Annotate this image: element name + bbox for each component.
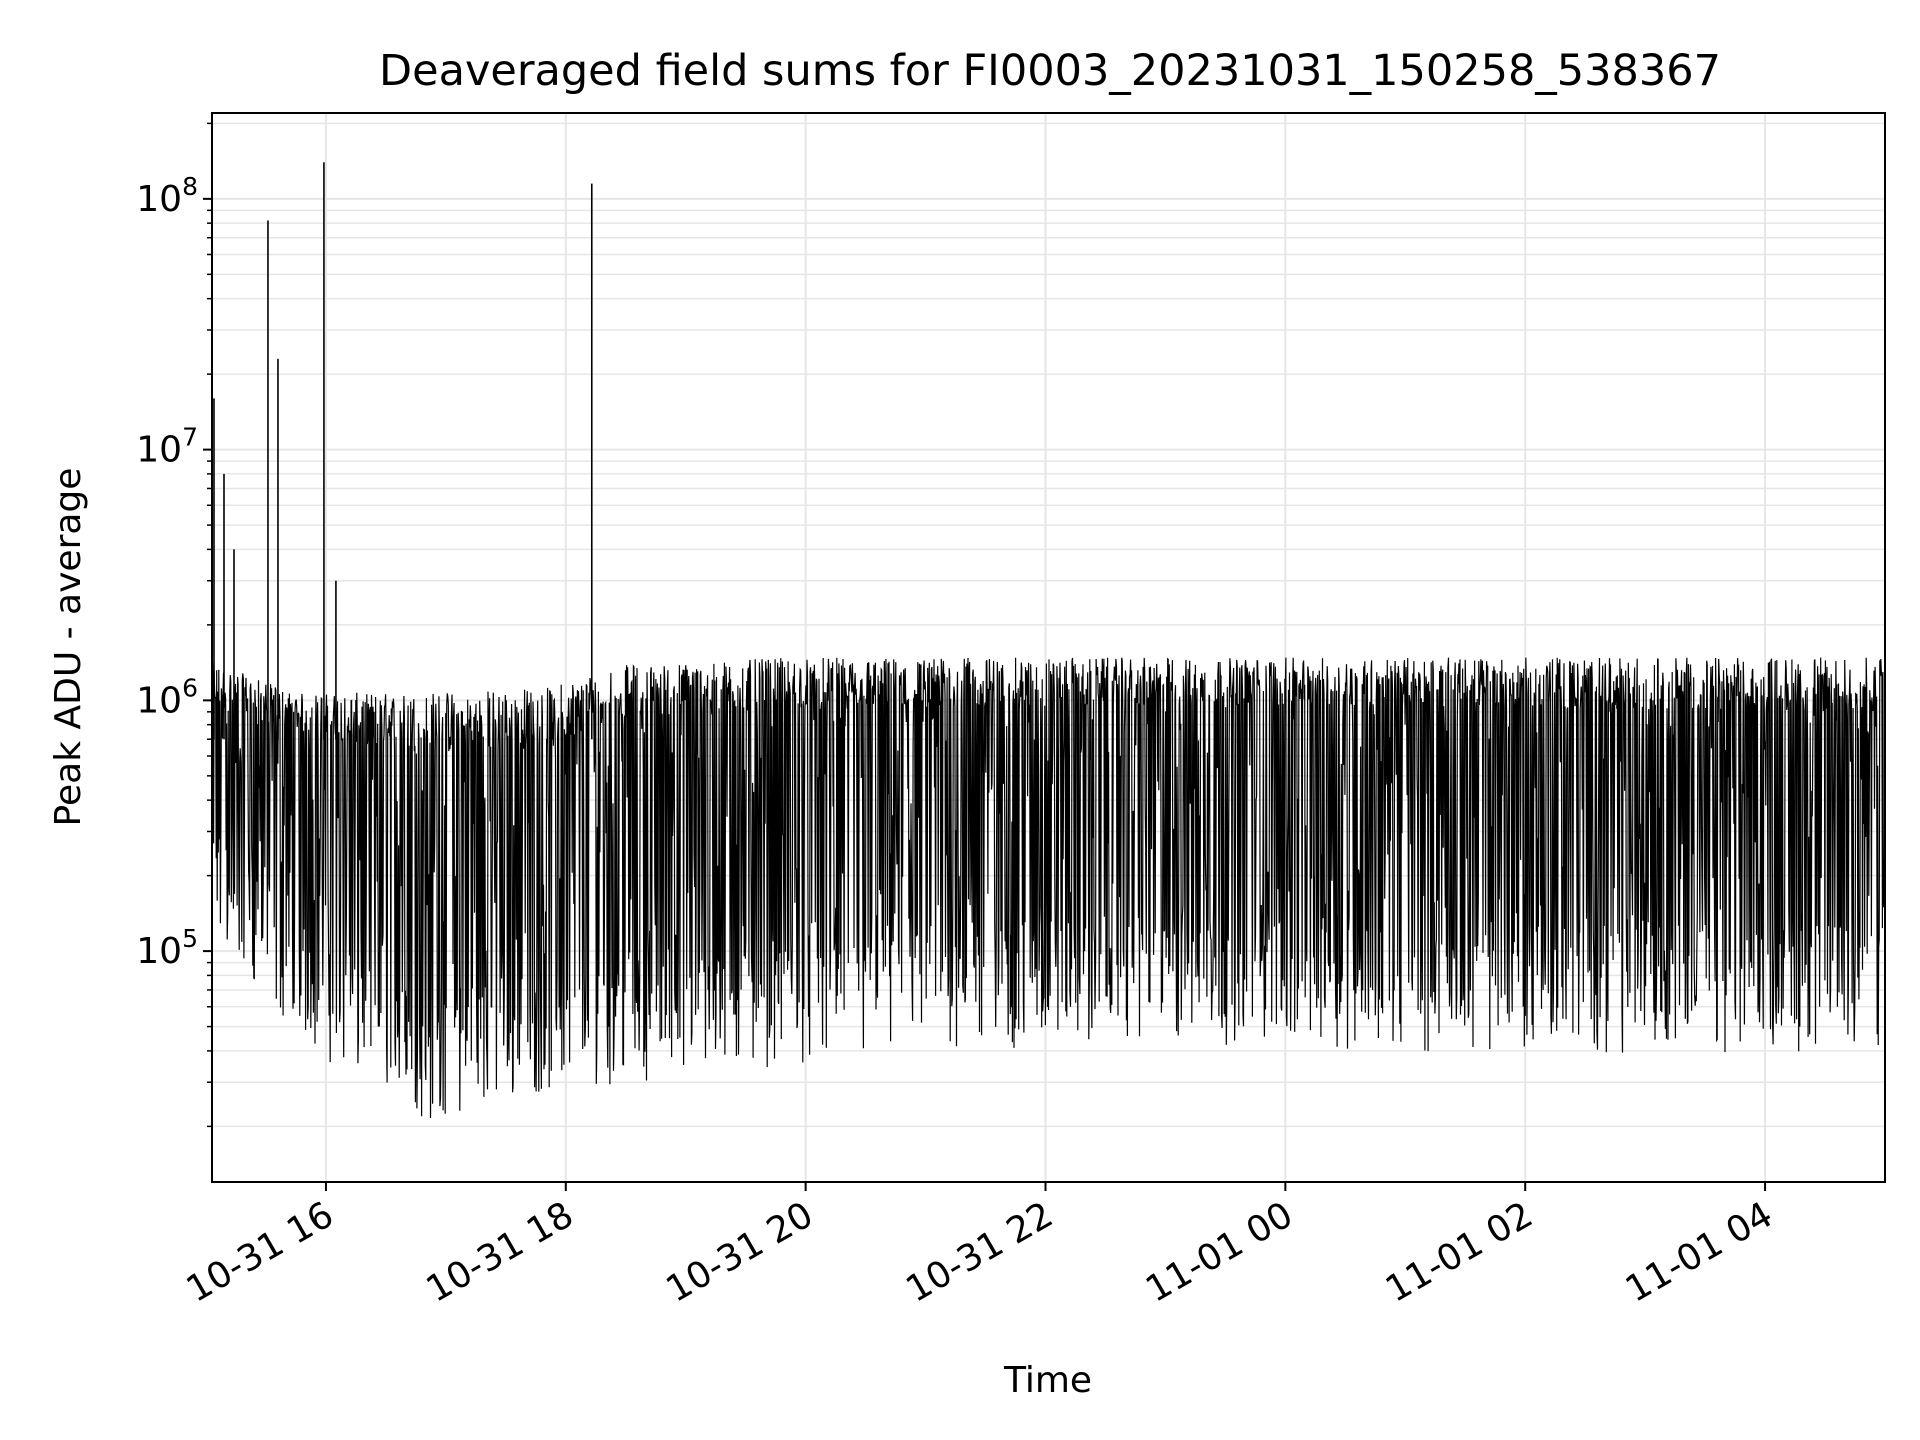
x-axis-label: Time — [1003, 1360, 1092, 1401]
y-tick-exponent: 7 — [182, 423, 198, 452]
y-tick-exponent: 6 — [182, 673, 198, 702]
chart-title: Deaveraged field sums for FI0003_2023103… — [379, 46, 1721, 96]
y-tick-label: 107 — [136, 423, 198, 471]
noise-band — [211, 657, 1886, 1119]
y-tick-label: 108 — [136, 172, 198, 220]
y-tick-label: 106 — [136, 673, 198, 721]
y-tick-base: 10 — [136, 931, 182, 972]
y-tick-base: 10 — [136, 179, 182, 220]
y-tick-base: 10 — [136, 680, 182, 721]
y-tick-exponent: 8 — [182, 172, 198, 201]
y-tick-exponent: 5 — [182, 924, 198, 953]
plot-frame — [211, 112, 1886, 1183]
y-tick-base: 10 — [136, 430, 182, 471]
data-series — [211, 162, 1886, 1119]
y-axis-label: Peak ADU - average — [48, 468, 89, 827]
y-tick-label: 105 — [136, 924, 198, 972]
